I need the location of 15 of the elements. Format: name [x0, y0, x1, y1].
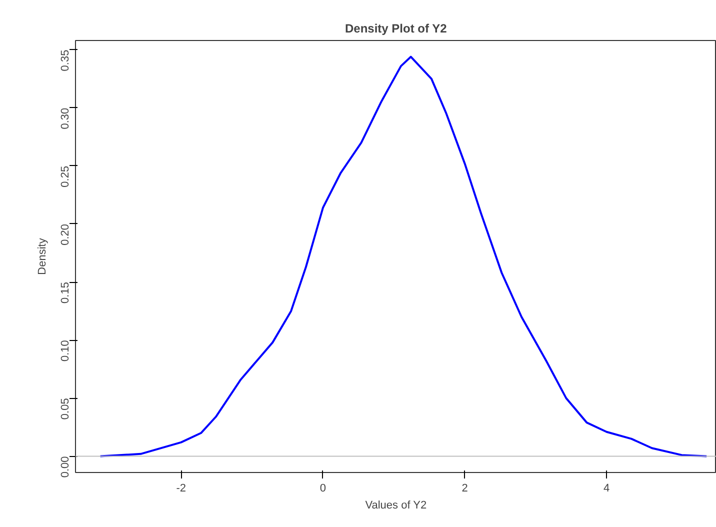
x-tick-label: 0 [320, 482, 326, 494]
y-tick-label: 0.35 [60, 50, 72, 72]
x-tick-label: 4 [604, 482, 610, 494]
y-tick-label: 0.30 [60, 108, 72, 130]
y-tick-label: 0.10 [60, 340, 72, 362]
x-tick-label: -2 [176, 482, 186, 494]
y-tick-label: 0.25 [60, 166, 72, 188]
y-tick-label: 0.05 [60, 398, 72, 420]
y-tick-label: 0.20 [60, 224, 72, 246]
chart-title: Density Plot of Y2 [344, 22, 448, 36]
y-tick-label: 0.15 [60, 282, 72, 304]
y-axis-title: Density [36, 238, 48, 275]
x-axis-title: Values of Y2 [365, 500, 427, 512]
y-tick-label: 0.00 [60, 456, 72, 478]
x-tick-label: 2 [462, 482, 468, 494]
